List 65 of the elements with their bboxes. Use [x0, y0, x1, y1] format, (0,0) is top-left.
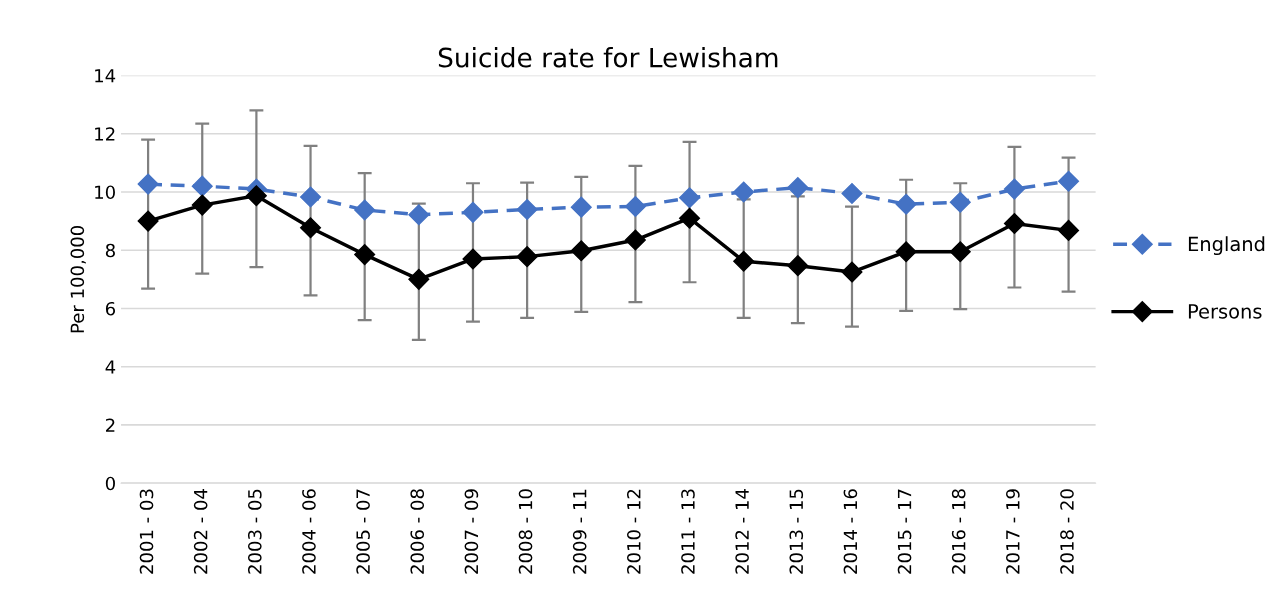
x-tick-label: 2001 - 03	[139, 489, 154, 574]
point	[354, 199, 376, 221]
point	[787, 177, 809, 199]
x-tick-label: 2004 - 06	[302, 489, 316, 574]
x-tick-label: 2018 - 20	[1060, 489, 1074, 574]
x-tick-label: 2015 - 17	[897, 489, 912, 574]
point	[1003, 178, 1025, 200]
point	[516, 198, 538, 220]
x-tick-label: 2011 - 13	[681, 489, 695, 574]
legend-label: Persons	[1188, 304, 1262, 319]
x-tick-label: 2012 - 14	[735, 489, 749, 574]
point	[462, 248, 484, 270]
point	[733, 181, 755, 203]
chart-title: Suicide rate for Lewisham	[438, 47, 778, 68]
y-axis-title: Per 100,000	[70, 225, 86, 333]
x-tick-label: 2014 - 16	[843, 489, 858, 574]
point	[841, 182, 863, 204]
point	[679, 207, 701, 229]
point	[733, 250, 755, 272]
point	[570, 240, 592, 262]
y-tick-label: 12	[95, 127, 115, 141]
y-tick-label: 8	[105, 243, 115, 258]
y-tick-label: 0	[105, 476, 115, 491]
point	[462, 201, 484, 223]
x-tick-label: 2016 - 18	[951, 489, 966, 574]
point	[841, 261, 863, 283]
point	[300, 186, 322, 208]
point	[1058, 170, 1080, 192]
point	[137, 210, 159, 232]
point	[516, 246, 538, 268]
y-tick-label: 14	[95, 69, 116, 83]
point	[408, 268, 430, 290]
y-tick-label: 10	[95, 185, 115, 200]
x-tick-label: 2010 - 12	[626, 489, 641, 574]
point	[191, 194, 213, 216]
point	[137, 173, 159, 195]
point	[895, 193, 917, 215]
y-tick-label: 2	[106, 418, 115, 432]
point	[895, 241, 917, 263]
x-tick-label: 2008 - 10	[518, 489, 533, 574]
x-tick-label: 2013 - 15	[789, 489, 804, 574]
point	[408, 204, 430, 226]
point	[245, 185, 267, 207]
point	[300, 217, 322, 239]
point	[191, 175, 213, 197]
x-tick-label: 2009 - 11	[572, 489, 587, 574]
point	[1058, 219, 1080, 241]
point	[624, 196, 646, 218]
point	[624, 229, 646, 251]
x-tick-label: 2002 - 04	[193, 489, 208, 574]
point	[354, 244, 376, 266]
x-tick-label: 2003 - 05	[247, 489, 262, 574]
point	[787, 255, 809, 277]
point	[1003, 212, 1025, 234]
y-tick-label: 4	[105, 360, 116, 374]
y-tick-label: 6	[105, 301, 116, 316]
x-tick-label: 2017 - 19	[1006, 489, 1020, 574]
point	[679, 187, 701, 209]
x-tick-label: 2006 - 08	[410, 489, 425, 574]
x-tick-label: 2007 - 09	[464, 489, 479, 574]
point	[949, 191, 971, 213]
x-tick-label: 2005 - 07	[356, 489, 370, 574]
point	[570, 196, 592, 218]
point	[949, 241, 971, 263]
legend-label: England	[1188, 236, 1265, 256]
